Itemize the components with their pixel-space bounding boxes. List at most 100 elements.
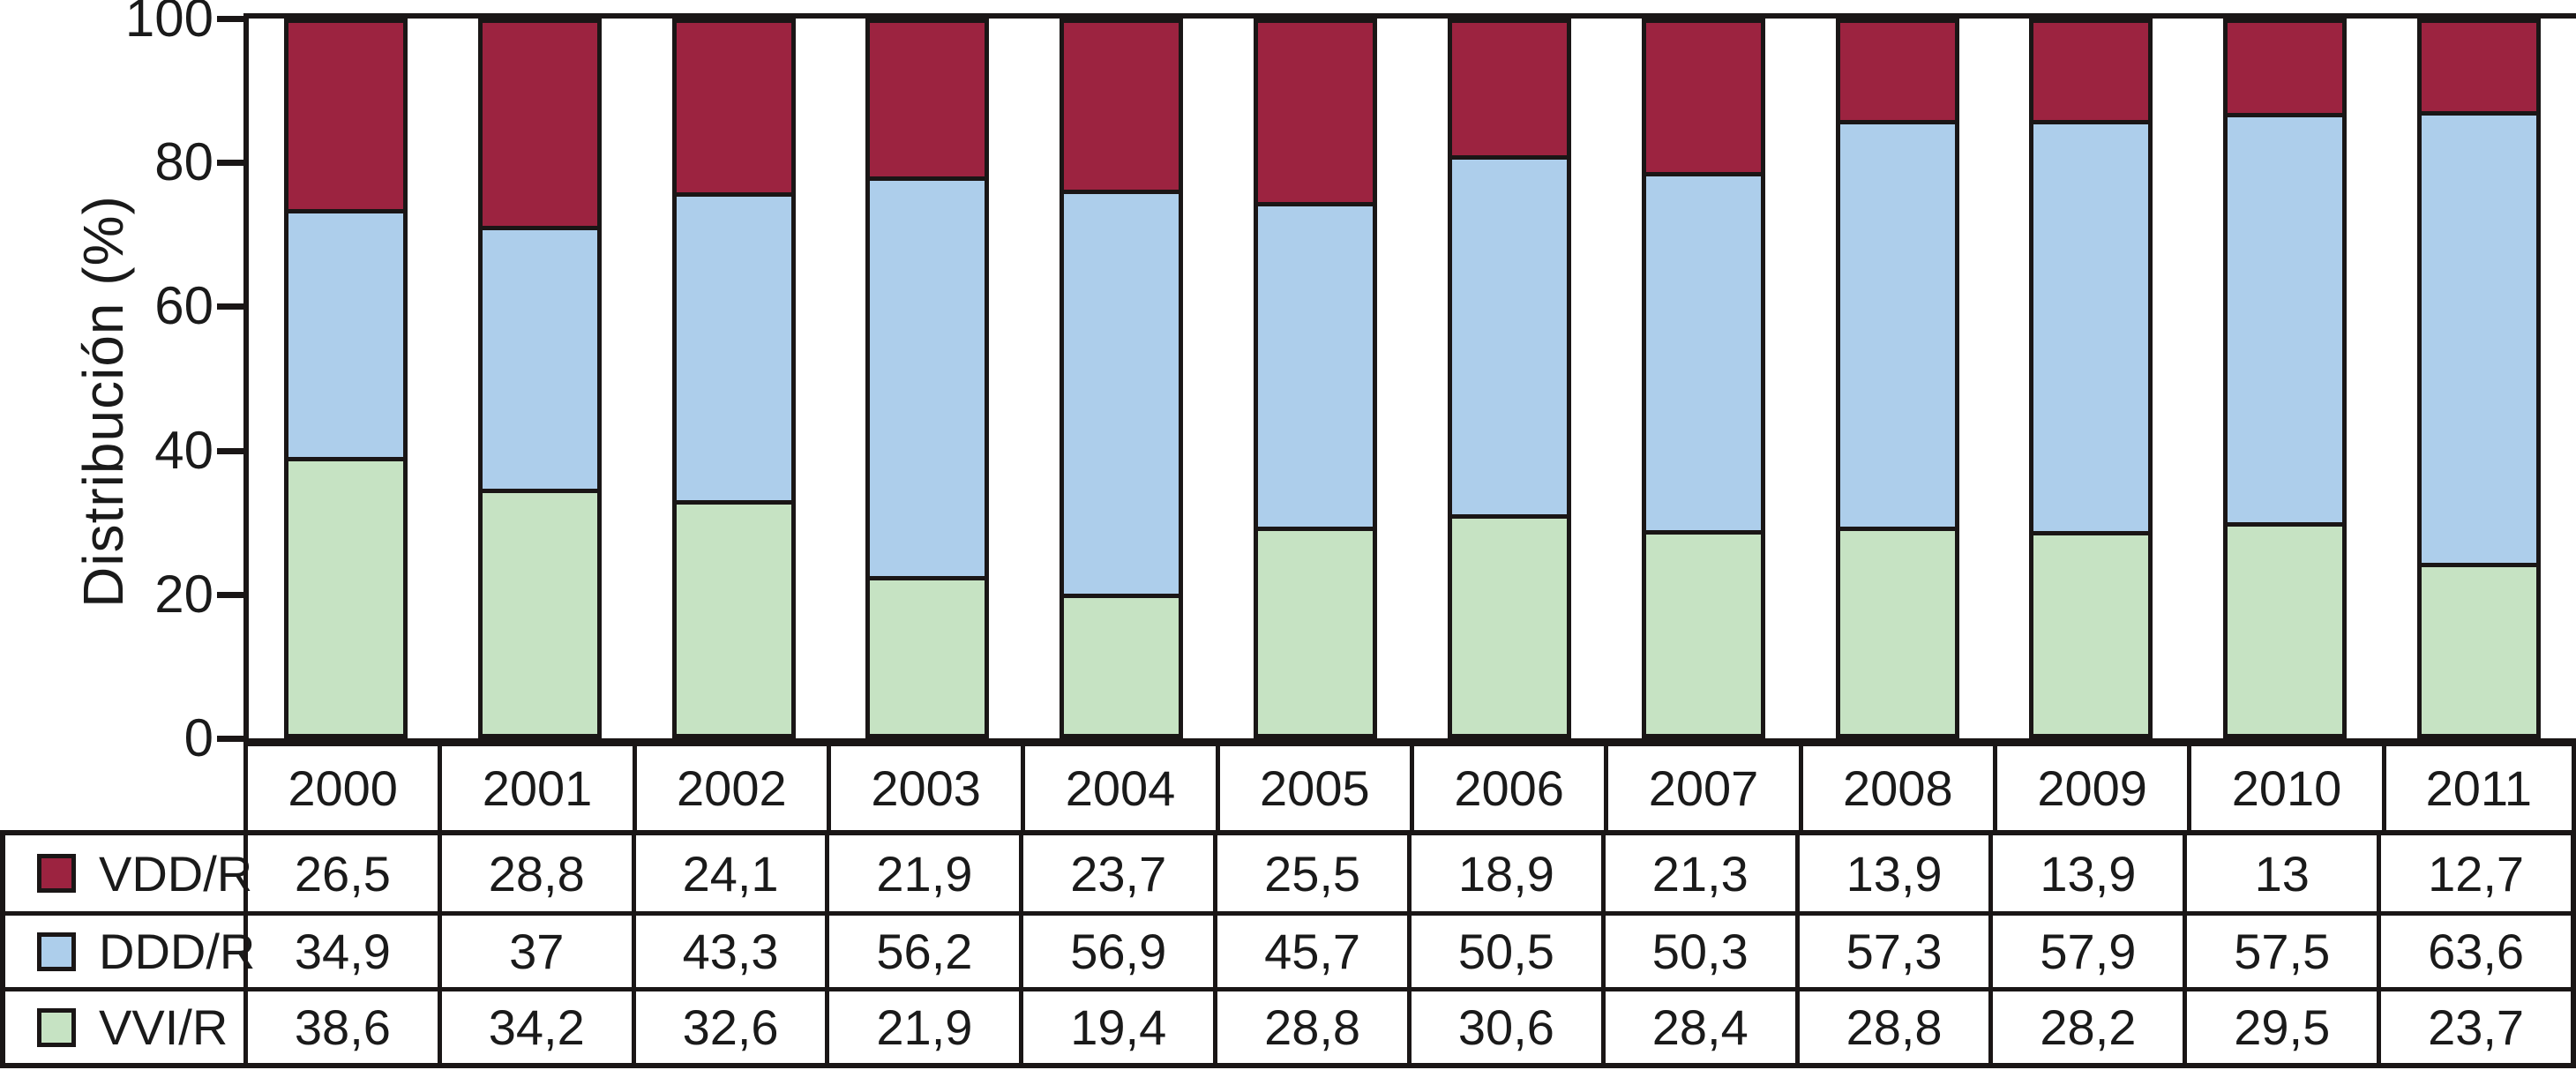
y-tick-label-60: 60 (154, 276, 213, 336)
table-cell-vdd-r-2001: 28,8 (437, 835, 632, 911)
legend-label: VVI/R (99, 999, 228, 1055)
year-header-2005: 2005 (1215, 746, 1410, 830)
segment-divider (1839, 119, 1955, 124)
table-cell-vdd-r-2011: 12,7 (2377, 835, 2571, 911)
segment-divider (2033, 119, 2149, 124)
bar-2009 (2029, 19, 2153, 738)
bar-segment-vdd-r-2008 (1839, 23, 1955, 123)
table-cell-vvi-r-2010: 29,5 (2183, 987, 2378, 1063)
table-cell-vdd-r-2009: 13,9 (1988, 835, 2183, 911)
bar-segment-vdd-r-2006 (1451, 23, 1567, 158)
segment-divider (1645, 529, 1761, 535)
y-tick-mark-100 (217, 16, 245, 22)
year-header-2006: 2006 (1409, 746, 1604, 830)
segment-divider (288, 457, 403, 462)
year-header-2010: 2010 (2187, 746, 2381, 830)
table-cell-ddd-r-2010: 57,5 (2183, 911, 2378, 987)
table-cell-vvi-r-2000: 38,6 (243, 987, 438, 1063)
bar-segment-vvi-r-2009 (2033, 533, 2149, 734)
year-header-2011: 2011 (2381, 746, 2576, 830)
table-cell-vvi-r-2005: 28,8 (1213, 987, 1407, 1063)
bar-segment-vdd-r-2011 (2422, 23, 2537, 114)
table-cell-vdd-r-2004: 23,7 (1019, 835, 1213, 911)
segment-divider (2422, 563, 2537, 568)
legend-label: VDD/R (99, 845, 253, 902)
data-table: VDD/R 26,5 28,8 24,1 21,9 23,7 25,5 18,9 21,3 13,… (0, 830, 2576, 1068)
bar-segment-vdd-r-2000 (288, 23, 403, 212)
legend-swatch-icon (37, 1007, 76, 1047)
bar-segment-ddd-r-2000 (288, 211, 403, 460)
bar-2001 (477, 19, 602, 738)
table-cell-vvi-r-2009: 28,2 (1988, 987, 2183, 1063)
year-header-2001: 2001 (438, 746, 632, 830)
segment-divider (1258, 527, 1374, 532)
bar-2000 (283, 19, 408, 738)
x-axis-line (243, 738, 2576, 746)
table-cell-ddd-r-2000: 34,9 (243, 911, 438, 987)
segment-divider (2422, 110, 2537, 116)
year-header-2002: 2002 (632, 746, 827, 830)
table-cell-ddd-r-2003: 56,2 (825, 911, 1020, 987)
bar-2006 (1447, 19, 1571, 738)
bar-segment-ddd-r-2008 (1839, 122, 1955, 529)
segment-divider (1839, 527, 1955, 532)
bar-2004 (1060, 19, 1184, 738)
table-cell-vvi-r-2006: 30,6 (1406, 987, 1601, 1063)
bar-segment-vvi-r-2011 (2422, 565, 2537, 734)
year-header-2003: 2003 (826, 746, 1021, 830)
bar-segment-ddd-r-2003 (870, 178, 985, 579)
segment-divider (676, 499, 791, 505)
bar-segment-vvi-r-2005 (1258, 528, 1374, 734)
table-cell-vdd-r-2010: 13 (2183, 835, 2377, 911)
segment-divider (1645, 172, 1761, 177)
table-cell-vvi-r-2002: 32,6 (631, 987, 826, 1063)
bar-segment-ddd-r-2004 (1064, 191, 1179, 596)
table-cell-vvi-r-2011: 23,7 (2377, 987, 2571, 1063)
table-cell-vvi-r-2003: 21,9 (825, 987, 1020, 1063)
table-cell-vvi-r-2007: 28,4 (1600, 987, 1795, 1063)
legend-swatch-icon (37, 854, 76, 893)
year-header-2004: 2004 (1021, 746, 1215, 830)
table-cell-ddd-r-2004: 56,9 (1019, 911, 1214, 987)
bar-2010 (2223, 19, 2348, 738)
bar-segment-vdd-r-2002 (676, 23, 791, 195)
segment-divider (288, 209, 403, 214)
y-tick-mark-40 (217, 447, 245, 454)
bar-segment-vvi-r-2002 (676, 502, 791, 734)
plot-top-border (243, 13, 2576, 19)
y-tick-mark-60 (217, 303, 245, 311)
bar-2007 (1641, 19, 1765, 738)
year-header-2008: 2008 (1798, 746, 1993, 830)
table-cell-vdd-r-2008: 13,9 (1794, 835, 1989, 911)
bar-segment-ddd-r-2011 (2422, 113, 2537, 565)
bar-segment-vdd-r-2005 (1258, 23, 1374, 205)
segment-divider (870, 176, 985, 182)
y-tick-mark-0 (217, 736, 245, 742)
bar-2008 (1835, 19, 1959, 738)
table-cell-vvi-r-2001: 34,2 (437, 987, 632, 1063)
table-cell-ddd-r-2007: 50,3 (1600, 911, 1795, 987)
bar-segment-ddd-r-2010 (2228, 115, 2343, 525)
plot-area (249, 19, 2576, 738)
table-cell-ddd-r-2011: 63,6 (2377, 911, 2571, 987)
table-cell-ddd-r-2006: 50,5 (1406, 911, 1601, 987)
year-header-2009: 2009 (1992, 746, 2187, 830)
bar-2003 (865, 19, 990, 738)
segment-divider (1451, 154, 1567, 160)
bar-segment-vdd-r-2010 (2228, 23, 2343, 116)
table-cell-vdd-r-2002: 24,1 (631, 835, 826, 911)
table-cell-vvi-r-2008: 28,8 (1794, 987, 1989, 1063)
table-cell-ddd-r-2001: 37 (437, 911, 632, 987)
bar-segment-vdd-r-2004 (1064, 23, 1179, 192)
y-tick-mark-80 (217, 160, 245, 167)
table-cell-ddd-r-2008: 57,3 (1794, 911, 1989, 987)
bar-segment-vdd-r-2009 (2033, 23, 2149, 123)
bar-segment-ddd-r-2005 (1258, 204, 1374, 529)
bar-segment-ddd-r-2001 (482, 228, 597, 491)
bar-segment-vdd-r-2007 (1645, 23, 1761, 175)
bar-segment-vdd-r-2001 (482, 23, 597, 228)
segment-divider (482, 488, 597, 493)
bar-segment-ddd-r-2006 (1451, 157, 1567, 517)
table-cell-ddd-r-2005: 45,7 (1213, 911, 1407, 987)
segment-divider (1258, 202, 1374, 207)
